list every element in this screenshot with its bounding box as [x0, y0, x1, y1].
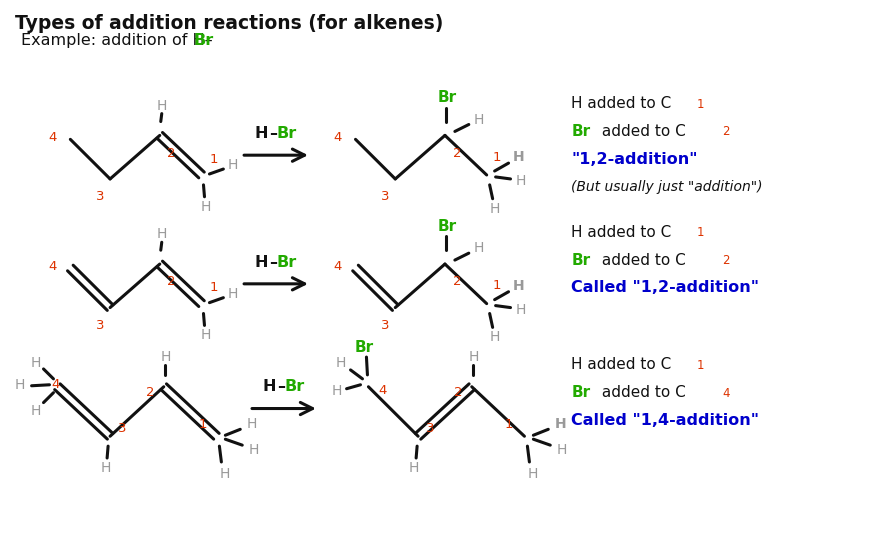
Text: –: – — [269, 126, 277, 141]
Text: added to C: added to C — [597, 385, 685, 400]
Text: 2: 2 — [453, 386, 462, 399]
Text: Br: Br — [571, 252, 590, 267]
Text: H: H — [31, 404, 41, 418]
Text: H: H — [473, 241, 484, 255]
Text: "1,2-addition": "1,2-addition" — [571, 152, 698, 167]
Text: Br: Br — [194, 33, 214, 48]
Text: 4: 4 — [48, 131, 57, 144]
Text: Types of addition reactions (for alkenes): Types of addition reactions (for alkenes… — [15, 13, 443, 33]
Text: 1: 1 — [198, 418, 207, 431]
Text: Br: Br — [276, 126, 297, 141]
Text: H: H — [255, 126, 268, 141]
Text: 1: 1 — [697, 98, 704, 111]
Text: 1: 1 — [209, 281, 218, 294]
Text: H: H — [489, 330, 500, 344]
Text: 2: 2 — [722, 254, 730, 267]
Text: H: H — [247, 418, 257, 431]
Text: (But usually just "addition"): (But usually just "addition") — [571, 180, 763, 194]
Text: H: H — [157, 227, 167, 241]
Text: H: H — [228, 287, 238, 301]
Text: 2: 2 — [453, 276, 461, 288]
Text: 3: 3 — [381, 190, 390, 203]
Text: added to C: added to C — [597, 252, 685, 267]
Text: 3: 3 — [96, 319, 105, 332]
Text: 4: 4 — [378, 384, 386, 397]
Text: 2: 2 — [167, 276, 176, 288]
Text: H: H — [331, 384, 342, 398]
Text: 1: 1 — [209, 153, 218, 166]
Text: 4: 4 — [333, 259, 342, 272]
Text: H: H — [15, 378, 25, 392]
Text: H: H — [489, 202, 500, 215]
Text: H: H — [228, 158, 238, 172]
Text: 3: 3 — [426, 422, 434, 435]
Text: H: H — [468, 350, 479, 364]
Text: 1: 1 — [697, 226, 704, 240]
Text: H: H — [528, 467, 537, 481]
Text: Br: Br — [438, 219, 457, 234]
Text: Br: Br — [571, 124, 590, 139]
Text: H: H — [31, 356, 41, 370]
Text: 4: 4 — [722, 387, 730, 400]
Text: H: H — [101, 461, 112, 475]
Text: added to C: added to C — [597, 124, 685, 139]
Text: H: H — [555, 418, 566, 431]
Text: Called "1,4-addition": Called "1,4-addition" — [571, 413, 760, 428]
Text: Br: Br — [276, 255, 297, 270]
Text: H: H — [557, 443, 568, 457]
Text: H: H — [262, 379, 276, 394]
Text: H: H — [409, 461, 419, 475]
Text: H added to C: H added to C — [571, 358, 671, 373]
Text: H: H — [249, 443, 259, 457]
Text: 1: 1 — [493, 279, 501, 292]
Text: 4: 4 — [333, 131, 342, 144]
Text: Br: Br — [571, 385, 590, 400]
Text: –: – — [277, 379, 285, 394]
Text: H added to C: H added to C — [571, 96, 671, 111]
Text: 1: 1 — [697, 359, 704, 372]
Text: Called "1,2-addition": Called "1,2-addition" — [571, 280, 760, 295]
Text: 1: 1 — [493, 151, 501, 163]
Text: H: H — [515, 174, 526, 188]
Text: 3: 3 — [118, 422, 126, 435]
Text: 2: 2 — [453, 147, 461, 160]
Text: 4: 4 — [48, 259, 57, 272]
Text: 1: 1 — [504, 418, 513, 431]
Text: 2: 2 — [722, 125, 730, 138]
Text: 3: 3 — [96, 190, 105, 203]
Text: –: – — [269, 255, 277, 270]
Text: 4: 4 — [51, 378, 59, 391]
Text: H: H — [515, 302, 526, 317]
Text: Br: Br — [285, 379, 305, 394]
Text: H: H — [255, 255, 268, 270]
Text: H: H — [157, 99, 167, 113]
Text: H added to C: H added to C — [571, 225, 671, 240]
Text: 2: 2 — [167, 147, 176, 160]
Text: 3: 3 — [381, 319, 390, 332]
Text: H: H — [513, 150, 524, 164]
Text: H: H — [201, 328, 211, 343]
Text: H: H — [513, 279, 524, 293]
Text: Br: Br — [438, 90, 457, 105]
Text: Br: Br — [355, 340, 374, 355]
Text: H: H — [219, 467, 229, 481]
Text: Example: addition of H–: Example: addition of H– — [21, 33, 212, 48]
Text: H: H — [160, 350, 171, 364]
Text: 2: 2 — [146, 386, 154, 399]
Text: H: H — [336, 356, 346, 370]
Text: H: H — [201, 199, 211, 214]
Text: H: H — [473, 113, 484, 126]
